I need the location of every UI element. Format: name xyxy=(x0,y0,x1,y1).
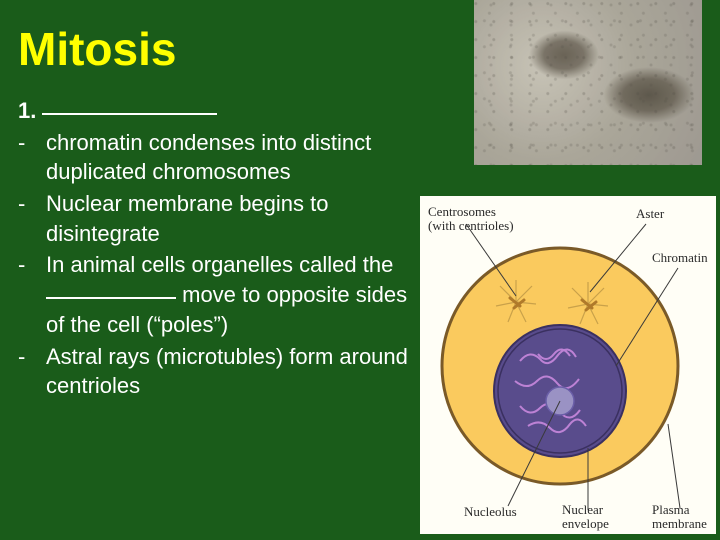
micrograph-grain xyxy=(474,0,702,165)
bullet-dash: - xyxy=(18,128,46,187)
bullet-text: In animal cells organelles called the mo… xyxy=(46,250,418,339)
blank-heading xyxy=(42,113,217,115)
bullet-dash: - xyxy=(18,342,46,401)
cell-svg xyxy=(420,196,716,534)
bullet-dash: - xyxy=(18,189,46,248)
label-centrosomes-sub: (with centrioles) xyxy=(428,218,514,234)
list-item: - Astral rays (microtubles) form around … xyxy=(18,342,418,401)
list-item: - In animal cells organelles called the … xyxy=(18,250,418,339)
label-nucleolus: Nucleolus xyxy=(464,504,517,520)
blank-inline xyxy=(46,297,176,299)
list-item: - chromatin condenses into distinct dupl… xyxy=(18,128,418,187)
list-item: - Nuclear membrane begins to disintegrat… xyxy=(18,189,418,248)
heading-number: 1. xyxy=(18,98,36,123)
bullet-text: Nuclear membrane begins to disintegrate xyxy=(46,189,418,248)
bullet-text: Astral rays (microtubles) form around ce… xyxy=(46,342,418,401)
bullet-text: chromatin condenses into distinct duplic… xyxy=(46,128,418,187)
cell-diagram: Centrosomes (with centrioles) Aster Chro… xyxy=(420,196,716,534)
content-block: 1. - chromatin condenses into distinct d… xyxy=(18,96,418,403)
micrograph-image xyxy=(474,0,702,165)
slide-title: Mitosis xyxy=(18,22,176,76)
label-nuclear-envelope-2: envelope xyxy=(562,516,609,532)
label-aster: Aster xyxy=(636,206,664,222)
bullet-dash: - xyxy=(18,250,46,339)
list-heading: 1. xyxy=(18,96,418,126)
label-plasma-2: membrane xyxy=(652,516,707,532)
label-chromatin: Chromatin xyxy=(652,250,708,266)
